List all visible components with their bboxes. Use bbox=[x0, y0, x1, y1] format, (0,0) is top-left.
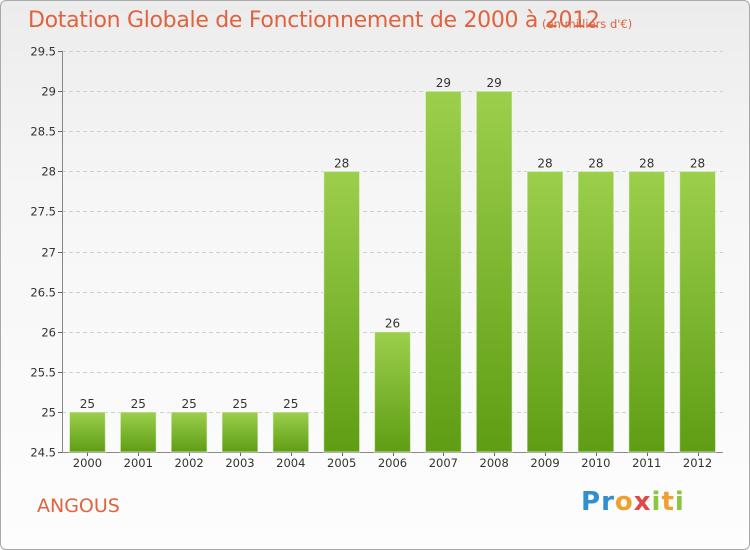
value-label-2011: 28 bbox=[639, 156, 654, 170]
x-tick-label-2001: 2001 bbox=[124, 456, 153, 470]
bar-2007[interactable] bbox=[425, 91, 462, 452]
bar-outline-2004 bbox=[272, 411, 310, 453]
bar-2000[interactable] bbox=[69, 411, 106, 452]
x-tick-label-2002: 2002 bbox=[174, 456, 203, 470]
bar-2011[interactable] bbox=[628, 171, 665, 453]
x-tick-label-2009: 2009 bbox=[530, 456, 559, 470]
bar-outline-2012 bbox=[678, 170, 717, 453]
bar-outline-2008 bbox=[475, 90, 513, 453]
y-tick-label-7: 28 bbox=[41, 165, 56, 179]
labels: 24.5 25 25.5 26 26.5 27 27.5 28 28.5 29 29.5 25 2000… bbox=[30, 45, 712, 471]
y-tick-label-2: 25.5 bbox=[30, 366, 56, 380]
bar-outline-2007 bbox=[424, 90, 462, 453]
x-tick-label-2010: 2010 bbox=[581, 456, 610, 470]
bar-2012[interactable] bbox=[679, 171, 716, 453]
y-tick-label-4: 26.5 bbox=[30, 286, 56, 300]
x-tick-label-2003: 2003 bbox=[225, 456, 254, 470]
value-label-2004: 25 bbox=[283, 397, 298, 411]
x-tick-label-2004: 2004 bbox=[276, 456, 305, 470]
bar-2002[interactable] bbox=[171, 411, 208, 452]
bar-outline-2001 bbox=[119, 411, 157, 453]
value-label-2008: 29 bbox=[487, 76, 502, 90]
value-label-2003: 25 bbox=[232, 397, 247, 411]
bars bbox=[68, 90, 717, 453]
y-tick-label-8: 28.5 bbox=[30, 125, 56, 139]
bar-outline-2009 bbox=[526, 170, 564, 453]
bar-2004[interactable] bbox=[272, 411, 309, 452]
bar-outline-2005 bbox=[323, 170, 361, 453]
value-label-2012: 28 bbox=[690, 156, 705, 170]
x-tick-label-2012: 2012 bbox=[683, 456, 712, 470]
bar-2006[interactable] bbox=[374, 331, 411, 452]
x-tick-label-2005: 2005 bbox=[327, 456, 356, 470]
y-tick-label-6: 27.5 bbox=[30, 205, 56, 219]
bar-2010[interactable] bbox=[577, 171, 614, 453]
bar-2001[interactable] bbox=[120, 411, 157, 452]
bar-outline-2003 bbox=[221, 411, 259, 453]
bar-outline-2006 bbox=[373, 331, 412, 453]
chart-subtitle: (en milliers d'€) bbox=[542, 17, 633, 31]
value-label-2010: 28 bbox=[588, 156, 603, 170]
x-tick-label-2006: 2006 bbox=[378, 456, 407, 470]
proxiti-logo[interactable]: Proxiti bbox=[581, 487, 685, 517]
y-tick-label-0: 24.5 bbox=[30, 446, 56, 460]
chart-title: Dotation Globale de Fonctionnement de 20… bbox=[28, 8, 600, 33]
x-tick-label-2007: 2007 bbox=[429, 456, 458, 470]
y-tick-label-3: 26 bbox=[41, 326, 56, 340]
bar-2008[interactable] bbox=[476, 91, 513, 452]
bar-outline-2010 bbox=[577, 170, 615, 453]
bar-2009[interactable] bbox=[527, 171, 564, 453]
x-tick-label-2011: 2011 bbox=[632, 456, 661, 470]
value-label-2007: 29 bbox=[436, 76, 451, 90]
value-label-2006: 26 bbox=[385, 317, 400, 331]
bar-outline-2002 bbox=[170, 411, 208, 453]
bar-outline-2011 bbox=[628, 170, 666, 453]
bar-2005[interactable] bbox=[323, 171, 360, 453]
y-tick-label-9: 29 bbox=[41, 85, 56, 99]
y-tick-label-10: 29.5 bbox=[30, 45, 56, 59]
town-name: ANGOUS bbox=[37, 495, 120, 517]
value-label-2005: 28 bbox=[334, 156, 349, 170]
value-label-2002: 25 bbox=[181, 397, 196, 411]
bar-outline-2000 bbox=[68, 411, 107, 453]
y-tick-label-1: 25 bbox=[41, 406, 56, 420]
value-label-2001: 25 bbox=[131, 397, 146, 411]
x-tick-label-2000: 2000 bbox=[73, 456, 102, 470]
x-tick-label-2008: 2008 bbox=[480, 456, 509, 470]
value-label-2000: 25 bbox=[80, 397, 95, 411]
value-label-2009: 28 bbox=[537, 156, 552, 170]
bar-2003[interactable] bbox=[221, 411, 258, 452]
y-tick-label-5: 27 bbox=[41, 246, 56, 260]
